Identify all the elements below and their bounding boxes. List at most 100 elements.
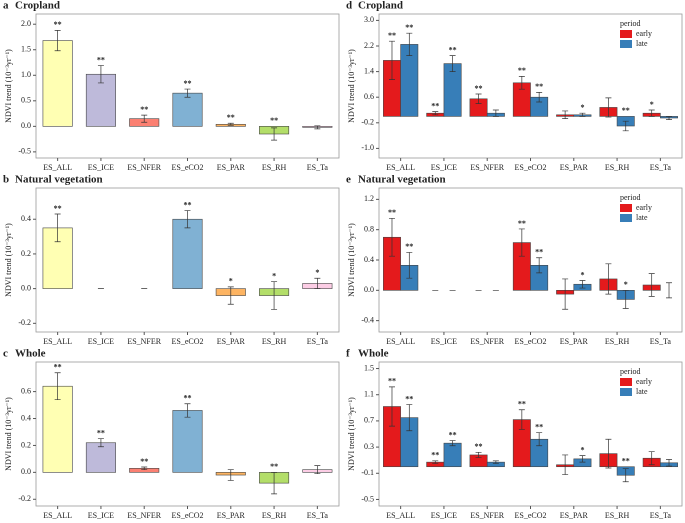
significance: **: [535, 423, 543, 432]
legend-swatch: [620, 214, 632, 222]
x-tick-label: ES_eCO2: [172, 337, 204, 346]
error-bar: [406, 32, 413, 56]
panel-title: Cropland: [15, 0, 60, 12]
error-bar: [141, 466, 148, 471]
error-bar: [227, 122, 234, 126]
panel-label: a: [3, 0, 9, 12]
error-bar: [314, 125, 321, 130]
x-tick-label: ES_NFER: [127, 511, 161, 520]
significance: **: [54, 363, 62, 372]
error-bar: [492, 460, 499, 464]
x-tick-label: ES_PAR: [217, 163, 246, 172]
y-tick-label: 0.7: [364, 416, 374, 425]
error-bar: [518, 228, 525, 257]
x-tick-label: ES_RH: [605, 337, 630, 346]
panel-label: b: [3, 174, 9, 186]
legend-swatch: [620, 378, 632, 386]
significance: **: [535, 82, 543, 91]
legend-title: period: [620, 367, 640, 376]
x-tick-label: ES_RH: [605, 511, 630, 520]
error-bar: [314, 465, 321, 475]
y-tick-label: 0.6: [21, 386, 31, 395]
x-tick-label: ES_ALL: [386, 337, 415, 346]
significance: **: [535, 248, 543, 257]
y-tick-label: -0.2: [18, 318, 31, 327]
significance: **: [475, 84, 483, 93]
error-bar: [536, 92, 543, 103]
y-tick-label: -0.5: [361, 494, 374, 503]
legend-swatch: [620, 30, 632, 38]
panel-title: Natural vegetation: [358, 174, 446, 186]
significance: **: [622, 106, 630, 115]
error-bar: [388, 40, 395, 80]
y-tick-label: 2.0: [21, 19, 31, 28]
y-tick-label: 1.0: [21, 70, 31, 79]
x-tick-label: ES_PAR: [217, 511, 246, 520]
error-bar: [518, 409, 525, 430]
error-bar: [271, 127, 278, 141]
y-tick-label: -0.2: [18, 494, 31, 503]
error-bar: [432, 111, 439, 116]
significance: *: [624, 280, 628, 289]
error-bar: [227, 469, 234, 481]
x-tick-label: ES_Ta: [307, 163, 329, 172]
significance: **: [54, 20, 62, 29]
error-bar: [579, 280, 586, 289]
y-axis-label: NDVI trend (10⁻³yr⁻¹): [4, 397, 13, 471]
x-tick-label: ES_ALL: [43, 511, 72, 520]
x-tick-label: ES_Ta: [307, 511, 329, 520]
error-bar: [432, 460, 439, 464]
y-axis-label: NDVI trend (10⁻³yr⁻¹): [4, 49, 13, 123]
y-tick-label: -1.0: [361, 143, 374, 152]
x-tick-label: ES_ICE: [88, 163, 114, 172]
error-bar: [666, 116, 673, 120]
y-tick-label: -0.5: [18, 147, 31, 156]
error-bar: [271, 472, 278, 495]
significance: **: [449, 45, 457, 54]
significance: **: [184, 79, 192, 88]
y-tick-label: 0.0: [21, 121, 31, 130]
panel-label: f: [346, 348, 350, 360]
error-bar: [648, 273, 655, 297]
error-bar: [536, 432, 543, 447]
y-tick-label: 0.4: [21, 413, 31, 422]
x-tick-label: ES_ICE: [431, 511, 457, 520]
significance: *: [580, 103, 584, 112]
significance: **: [388, 377, 396, 386]
significance: **: [518, 66, 526, 75]
error-bar: [97, 438, 104, 448]
significance: *: [272, 272, 276, 281]
error-bar: [388, 386, 395, 427]
y-tick-label: 0.4: [21, 214, 31, 223]
bar: [85, 442, 116, 473]
y-tick-label: 0.0: [21, 283, 31, 292]
error-bar: [54, 213, 61, 243]
significance: *: [580, 445, 584, 454]
x-tick-label: ES_PAR: [560, 163, 589, 172]
y-tick-label: 0.0: [21, 467, 31, 476]
y-tick-label: 2.2: [364, 41, 374, 50]
significance: **: [97, 429, 105, 438]
x-tick-label: ES_NFER: [127, 163, 161, 172]
significance: **: [270, 462, 278, 471]
x-tick-label: ES_eCO2: [515, 511, 547, 520]
significance: **: [449, 430, 457, 439]
y-tick-label: 1.2: [364, 194, 374, 203]
significance: *: [650, 100, 654, 109]
panel: c Whole NDVI trend (10⁻³yr⁻¹) 0.6 0.4 0.2 0.0 -…: [3, 348, 340, 520]
y-axis-label: NDVI trend (10⁻³yr⁻¹): [4, 223, 13, 297]
error-bar: [562, 454, 569, 475]
bar: [172, 410, 203, 473]
error-bar: [562, 278, 569, 310]
panel-title: Whole: [15, 348, 46, 360]
x-tick-label: ES_Ta: [650, 163, 672, 172]
significance: **: [518, 400, 526, 409]
error-bar: [579, 112, 586, 117]
panel: e Natural vegetation NDVI trend (10⁻³yr⁻¹)…: [346, 174, 683, 346]
panel-title: Natural vegetation: [15, 174, 103, 186]
legend-label: early: [636, 29, 652, 38]
error-bar: [475, 451, 482, 458]
y-tick-label: -0.1: [361, 468, 374, 477]
error-bar: [605, 438, 612, 469]
